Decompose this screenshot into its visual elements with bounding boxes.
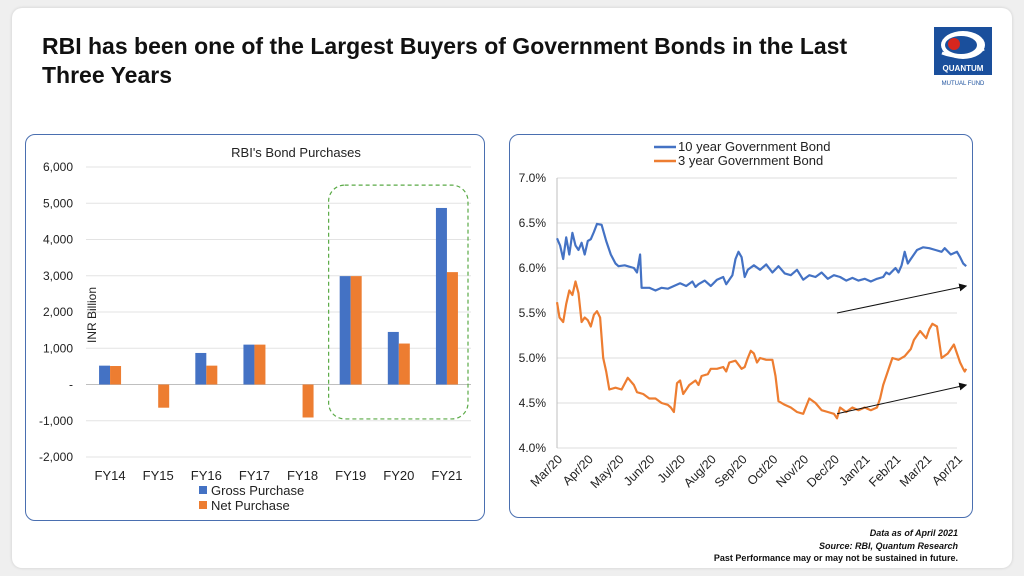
- bond-yields-chart: 4.0%4.5%5.0%5.5%6.0%6.5%7.0%Mar/20Apr/20…: [519, 139, 968, 491]
- chart-title: RBI's Bond Purchases: [231, 145, 361, 160]
- x-tick-label: Mar/21: [897, 452, 934, 489]
- y-tick-label: -2,000: [39, 450, 73, 464]
- bar-net-fy19: [350, 276, 362, 385]
- trend-arrow: [836, 382, 968, 415]
- y-tick-label: 5.0%: [519, 351, 547, 365]
- bar-gross-fy19: [339, 276, 351, 385]
- bar-gross-fy20: [387, 331, 399, 385]
- y-tick-label: -: [69, 378, 73, 392]
- x-tick-label: FY15: [143, 468, 174, 483]
- bond-purchases-chart: RBI's Bond Purchases-2,000-1,000-1,0002,…: [39, 145, 471, 513]
- y-tick-label: 4.0%: [519, 441, 547, 455]
- series-line-10y: [555, 222, 967, 292]
- x-tick-label: Aug/20: [681, 452, 719, 490]
- x-tick-label: Dec/20: [804, 452, 842, 490]
- logo-brand-text: QUANTUM: [943, 64, 984, 73]
- logo-sub-text: MUTUAL FUND: [942, 81, 985, 87]
- bar-gross-fy21: [435, 207, 447, 385]
- series-line-3y: [555, 280, 968, 420]
- bar-net-fy18: [302, 384, 314, 418]
- bond-yields-chart-panel: 4.0% 4.5% 5.0% 5.5% 6.0% 6.5% 7.0% Mar/20 Apr/20…: [509, 134, 973, 518]
- bar-gross-fy16: [195, 352, 207, 385]
- y-tick-label: 3,000: [43, 269, 73, 283]
- bond-purchases-chart-panel: RBI's Bond Purchases -2,000 -1,000-1,000 2,…: [25, 134, 485, 521]
- bar-net-fy20: [398, 343, 410, 385]
- x-tick-label: FY17: [239, 468, 270, 483]
- footer-data-date: Data as of April 2021: [869, 528, 958, 538]
- legend-label: 3 year Government Bond: [678, 153, 823, 168]
- bar-gross-fy14: [99, 365, 111, 385]
- bar-net-fy14: [110, 366, 122, 385]
- bar-gross-fy17: [243, 344, 255, 385]
- legend-label: Gross Purchase: [211, 483, 304, 498]
- footer-notes: Data as of April 2021 Source: RBI, Quant…: [714, 527, 958, 565]
- y-tick-label: 4,000: [43, 233, 73, 247]
- bar-net-fy17: [254, 344, 266, 385]
- x-tick-label: Apr/21: [929, 452, 965, 488]
- y-tick-label: 4.5%: [519, 396, 547, 410]
- highlight-box: [328, 184, 469, 420]
- x-tick-label: FY21: [431, 468, 462, 483]
- y-tick-label: 5.5%: [519, 306, 547, 320]
- trend-arrow: [836, 283, 968, 314]
- legend-label: Net Purchase: [211, 498, 290, 513]
- legend-swatch: [199, 501, 207, 509]
- y-tick-label: 2,000: [43, 305, 73, 319]
- y-tick-label: 6.0%: [519, 261, 547, 275]
- y-tick-label: 5,000: [43, 196, 73, 210]
- y-tick-label: -1,000: [39, 414, 73, 428]
- legend-label: 10 year Government Bond: [678, 139, 830, 154]
- x-tick-label: FY18: [287, 468, 318, 483]
- x-tick-label: FY19: [335, 468, 366, 483]
- x-tick-label: Nov/20: [773, 452, 811, 490]
- bar-net-fy21: [446, 272, 458, 385]
- y-tick-label: 1,000: [43, 341, 73, 355]
- y-tick-label: 6.5%: [519, 216, 547, 230]
- x-tick-label: FY14: [95, 468, 126, 483]
- bar-net-fy15: [158, 384, 170, 408]
- bar-net-fy16: [206, 365, 218, 385]
- page-title: RBI has been one of the Largest Buyers o…: [42, 33, 848, 88]
- y-tick-label: 7.0%: [519, 171, 547, 185]
- x-tick-label: Mar/20: [528, 452, 565, 489]
- legend-swatch: [199, 486, 207, 494]
- y-tick-label: 6,000: [43, 160, 73, 174]
- x-tick-label: FY20: [383, 468, 414, 483]
- x-tick-label: Sep/20: [712, 452, 750, 490]
- x-tick-label: Jun/20: [621, 452, 657, 488]
- footer-source: Source: RBI, Quantum Research: [818, 540, 958, 551]
- x-tick-label: Jan/21: [836, 452, 872, 488]
- x-tick-label: FY16: [191, 468, 222, 483]
- y-axis-label: INR Billion: [85, 287, 99, 343]
- footer-disclaimer: Past Performance may or may not be susta…: [713, 553, 958, 563]
- x-tick-label: Feb/21: [866, 452, 903, 489]
- x-tick-label: May/20: [588, 452, 627, 491]
- quantum-logo: QUANTUM MUTUAL FUND: [934, 27, 992, 89]
